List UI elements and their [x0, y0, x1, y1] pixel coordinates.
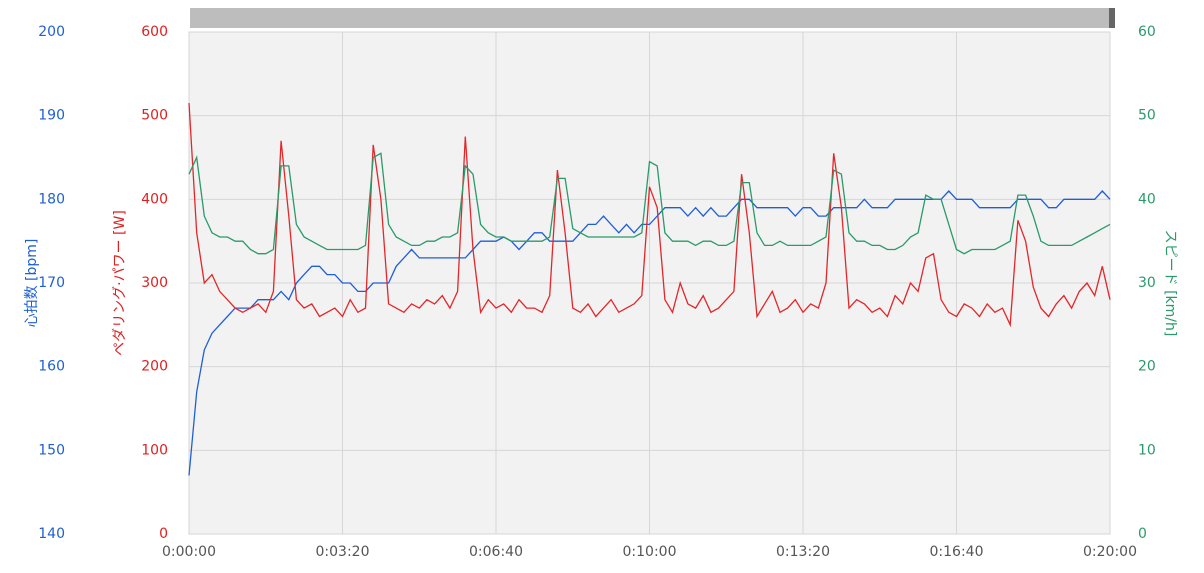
x-tick-label: 0:20:00 — [1083, 544, 1137, 560]
scrollbar-handle[interactable] — [1109, 8, 1115, 28]
x-tick-label: 0:10:00 — [623, 544, 677, 560]
y3-tick-label: 0 — [1138, 526, 1147, 542]
y3-tick-label: 40 — [1138, 191, 1156, 207]
scrollbar[interactable] — [190, 8, 1110, 28]
series-line — [188, 152, 1111, 255]
y-tick-label: 200 — [38, 24, 65, 40]
y-tick-label: 190 — [38, 108, 65, 124]
y2-tick-label: 100 — [141, 442, 168, 458]
x-tick-label: 0:13:20 — [776, 544, 830, 560]
y3-tick-label: 60 — [1138, 24, 1156, 40]
y-tick-label: 150 — [38, 442, 65, 458]
y-tick-label: 180 — [38, 191, 65, 207]
x-tick-label: 0:06:40 — [469, 544, 523, 560]
x-tick-label: 0:00:00 — [162, 544, 216, 560]
series-line — [188, 190, 1111, 476]
y3-tick-label: 30 — [1138, 275, 1156, 291]
y3-tick-label: 50 — [1138, 108, 1156, 124]
y-axis-label: 心拍数 [bpm] — [24, 239, 40, 328]
y2-tick-label: 500 — [141, 108, 168, 124]
y3-axis-label: スピード [km/h] — [1162, 230, 1178, 337]
y2-tick-label: 300 — [141, 275, 168, 291]
series-line — [188, 103, 1111, 328]
y2-tick-label: 600 — [141, 24, 168, 40]
y-tick-label: 170 — [38, 275, 65, 291]
y-tick-label: 160 — [38, 359, 65, 375]
y3-tick-label: 20 — [1138, 359, 1156, 375]
y-tick-label: 140 — [38, 526, 65, 542]
y2-tick-label: 200 — [141, 359, 168, 375]
y3-tick-label: 10 — [1138, 442, 1156, 458]
x-tick-label: 0:03:20 — [316, 544, 370, 560]
y2-axis-label: ペダリング·パワー [W] — [112, 210, 128, 356]
y2-tick-label: 400 — [141, 191, 168, 207]
x-tick-label: 0:16:40 — [930, 544, 984, 560]
y2-tick-label: 0 — [159, 526, 168, 542]
